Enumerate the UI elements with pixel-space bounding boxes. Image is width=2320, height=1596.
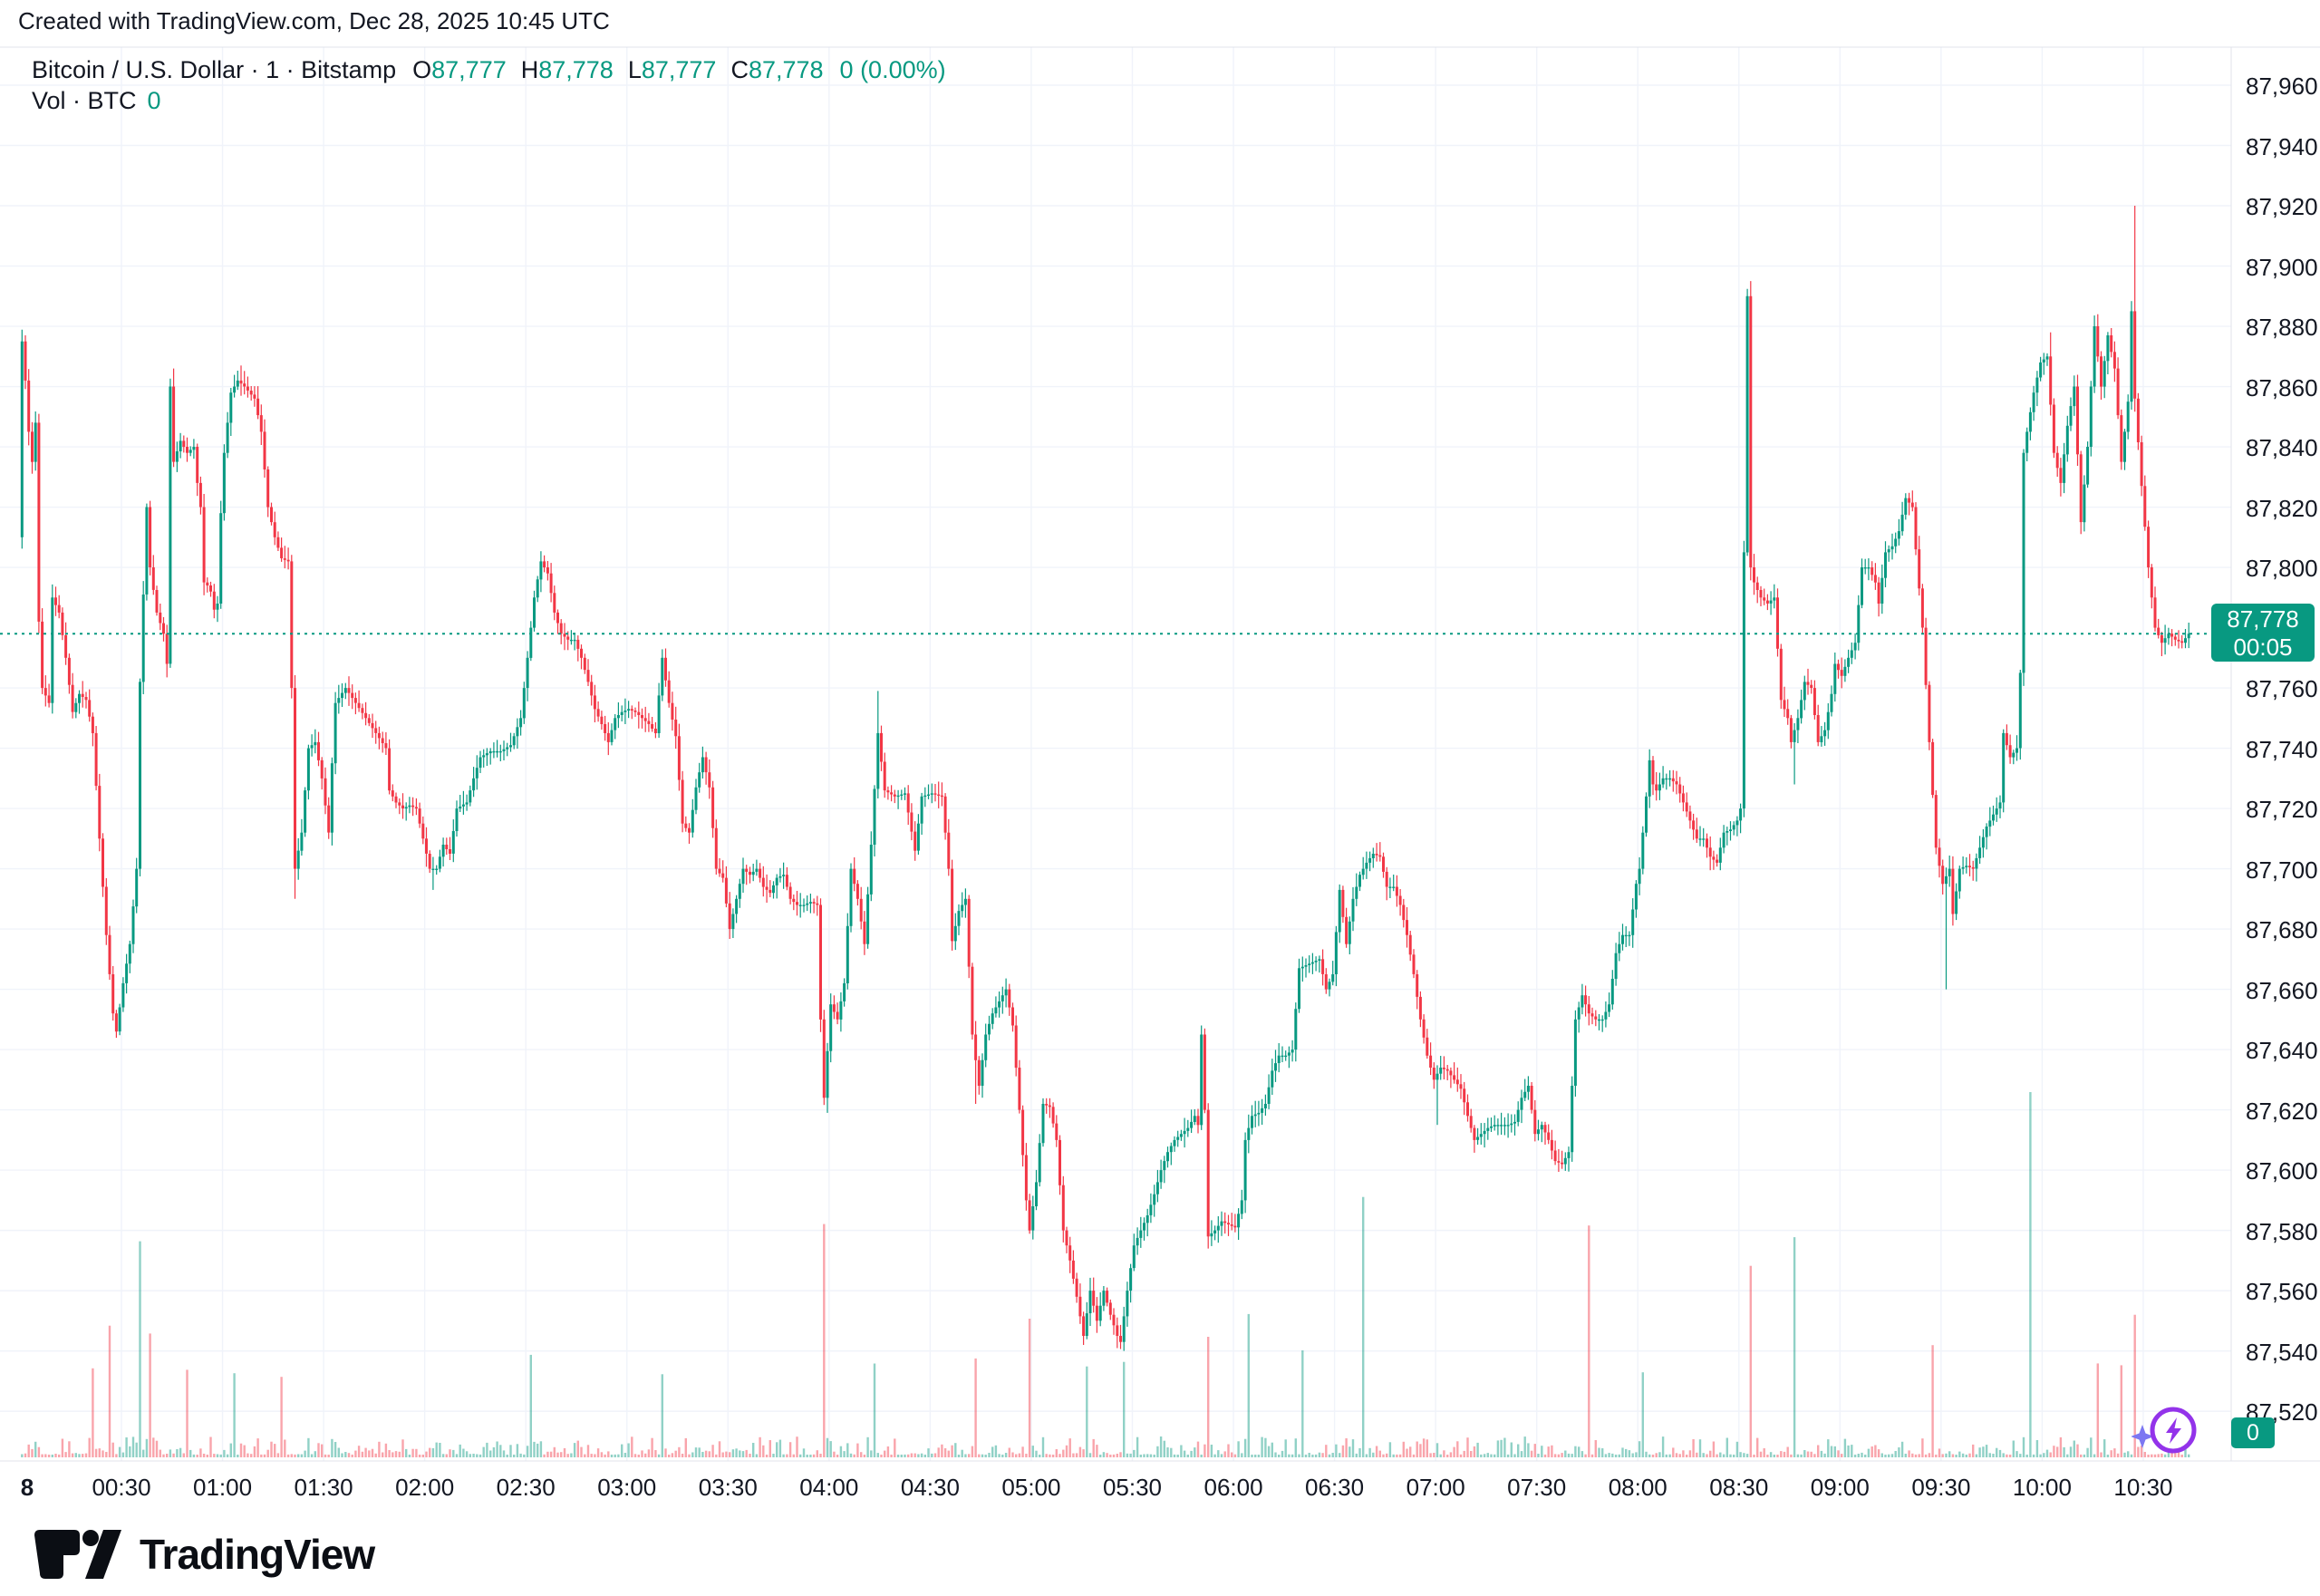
time-axis-label: 09:30 xyxy=(1911,1474,1971,1501)
time-axis-label: 07:00 xyxy=(1406,1474,1465,1501)
price-axis-label: 87,560 xyxy=(2246,1278,2318,1306)
change-value: 0 (0.00%) xyxy=(839,56,946,83)
boost-button[interactable] xyxy=(2132,1403,2202,1461)
price-axis-label: 87,540 xyxy=(2246,1338,2318,1366)
low-value: L87,777 xyxy=(627,56,717,83)
time-axis-label: 02:30 xyxy=(496,1474,556,1501)
volume-label[interactable]: Vol · BTC xyxy=(32,87,137,114)
chart-legend[interactable]: Bitcoin / U.S. Dollar · 1 · Bitstamp O87… xyxy=(32,56,946,118)
price-axis-label: 87,840 xyxy=(2246,434,2318,462)
price-axis-label: 87,920 xyxy=(2246,193,2318,220)
price-axis-label: 87,680 xyxy=(2246,916,2318,944)
time-axis-label: 05:00 xyxy=(1001,1474,1061,1501)
sparkle-icon xyxy=(2132,1425,2154,1448)
time-axis-label: 04:00 xyxy=(799,1474,859,1501)
legend-volume-row: Vol · BTC 0 xyxy=(32,87,946,118)
time-axis-label: 07:30 xyxy=(1507,1474,1567,1501)
price-axis-label: 87,600 xyxy=(2246,1157,2318,1185)
current-price: 87,778 xyxy=(2227,605,2299,633)
time-axis-day-label: 8 xyxy=(20,1474,34,1501)
price-axis-label: 87,960 xyxy=(2246,73,2318,100)
price-axis-label: 87,940 xyxy=(2246,132,2318,160)
time-axis-label: 03:00 xyxy=(597,1474,657,1501)
price-axis-label: 87,660 xyxy=(2246,976,2318,1004)
price-axis-label: 87,720 xyxy=(2246,796,2318,824)
current-volume-badge: 0 xyxy=(2231,1417,2275,1448)
time-axis-label: 06:30 xyxy=(1305,1474,1365,1501)
time-axis-label: 06:00 xyxy=(1204,1474,1263,1501)
price-axis-label: 87,820 xyxy=(2246,494,2318,522)
time-axis-label: 01:00 xyxy=(193,1474,253,1501)
time-axis-label: 08:30 xyxy=(1709,1474,1769,1501)
creation-credit: Created with TradingView.com, Dec 28, 20… xyxy=(18,7,610,34)
price-axis-label: 87,580 xyxy=(2246,1217,2318,1245)
time-axis-label: 02:00 xyxy=(395,1474,455,1501)
price-axis-label: 87,900 xyxy=(2246,253,2318,281)
time-axis-label: 10:30 xyxy=(2113,1474,2173,1501)
price-axis-label: 87,700 xyxy=(2246,856,2318,884)
tradingview-logo[interactable]: TradingView xyxy=(31,1528,375,1581)
price-axis-label: 87,860 xyxy=(2246,373,2318,401)
price-axis-label: 87,760 xyxy=(2246,675,2318,703)
tradingview-logo-icon xyxy=(34,1530,121,1579)
time-axis-label: 00:30 xyxy=(92,1474,151,1501)
bar-countdown: 00:05 xyxy=(2233,634,2293,661)
volume-value: 0 xyxy=(147,87,161,114)
price-axis-label: 87,800 xyxy=(2246,555,2318,583)
time-axis-label: 01:30 xyxy=(294,1474,353,1501)
current-price-badge: 87,778 00:05 xyxy=(2211,604,2315,662)
high-value: H87,778 xyxy=(520,56,614,83)
symbol-title[interactable]: Bitcoin / U.S. Dollar · 1 · Bitstamp xyxy=(32,56,397,83)
time-axis-label: 10:00 xyxy=(2012,1474,2072,1501)
price-axis-label: 87,880 xyxy=(2246,314,2318,342)
price-axis-label: 87,640 xyxy=(2246,1037,2318,1065)
time-axis-label: 08:00 xyxy=(1608,1474,1668,1501)
time-axis-label: 05:30 xyxy=(1102,1474,1163,1501)
open-value: O87,777 xyxy=(412,56,507,83)
time-axis-label: 09:00 xyxy=(1810,1474,1870,1501)
close-value: C87,778 xyxy=(730,56,824,83)
time-axis-label: 03:30 xyxy=(698,1474,758,1501)
price-axis-label: 87,740 xyxy=(2246,735,2318,763)
tradingview-logo-text: TradingView xyxy=(140,1531,375,1578)
legend-symbol-row: Bitcoin / U.S. Dollar · 1 · Bitstamp O87… xyxy=(32,56,946,87)
lightning-bolt-icon xyxy=(2166,1417,2181,1444)
time-axis-label: 04:30 xyxy=(900,1474,960,1501)
price-axis-label: 87,620 xyxy=(2246,1097,2318,1125)
